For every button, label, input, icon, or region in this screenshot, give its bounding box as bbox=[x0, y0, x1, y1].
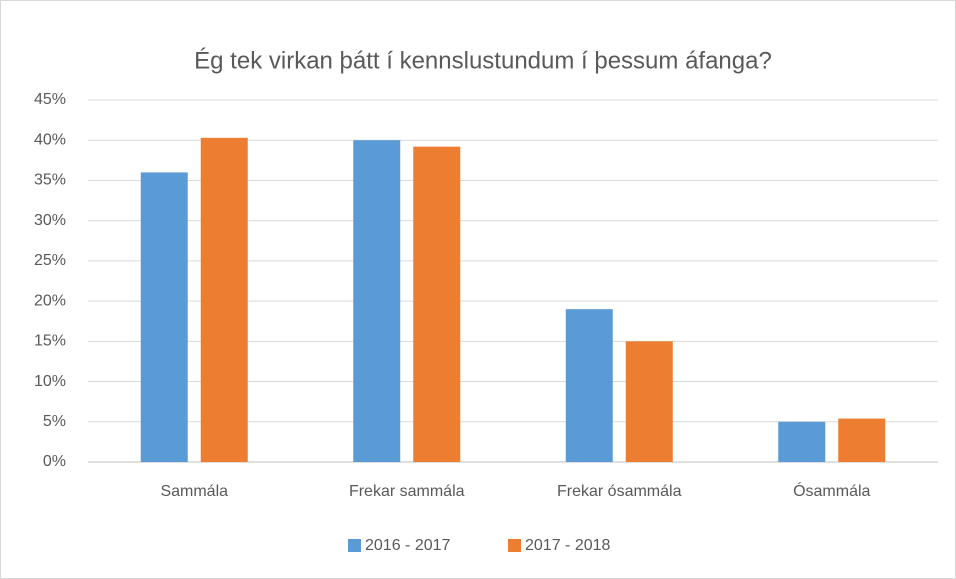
bar bbox=[413, 146, 461, 462]
y-tick-label: 15% bbox=[34, 333, 66, 350]
x-tick-label: Sammála bbox=[160, 483, 228, 500]
bar bbox=[778, 421, 826, 462]
y-tick-label: 40% bbox=[34, 131, 66, 148]
bar bbox=[353, 140, 401, 462]
y-tick-label: 35% bbox=[34, 172, 66, 189]
y-tick-label: 5% bbox=[43, 413, 66, 430]
y-tick-label: 45% bbox=[34, 91, 66, 108]
legend-label: 2017 - 2018 bbox=[525, 537, 611, 554]
y-tick-label: 10% bbox=[34, 373, 66, 390]
legend-swatch bbox=[508, 539, 521, 552]
y-tick-label: 30% bbox=[34, 212, 66, 229]
bar bbox=[625, 341, 673, 462]
bar bbox=[565, 309, 613, 462]
x-tick-label: Frekar sammála bbox=[349, 483, 465, 500]
legend-swatch bbox=[348, 539, 361, 552]
y-tick-label: 25% bbox=[34, 252, 66, 269]
x-tick-label: Ósammála bbox=[793, 481, 870, 500]
x-tick-label: Frekar ósammála bbox=[557, 483, 682, 500]
y-tick-label: 0% bbox=[43, 453, 66, 470]
bar bbox=[140, 172, 188, 462]
y-tick-label: 20% bbox=[34, 292, 66, 309]
bar bbox=[200, 137, 248, 462]
bar bbox=[838, 418, 886, 462]
legend-label: 2016 - 2017 bbox=[365, 537, 451, 554]
chart-title: Ég tek virkan þátt í kennslustundum í þe… bbox=[194, 47, 772, 74]
